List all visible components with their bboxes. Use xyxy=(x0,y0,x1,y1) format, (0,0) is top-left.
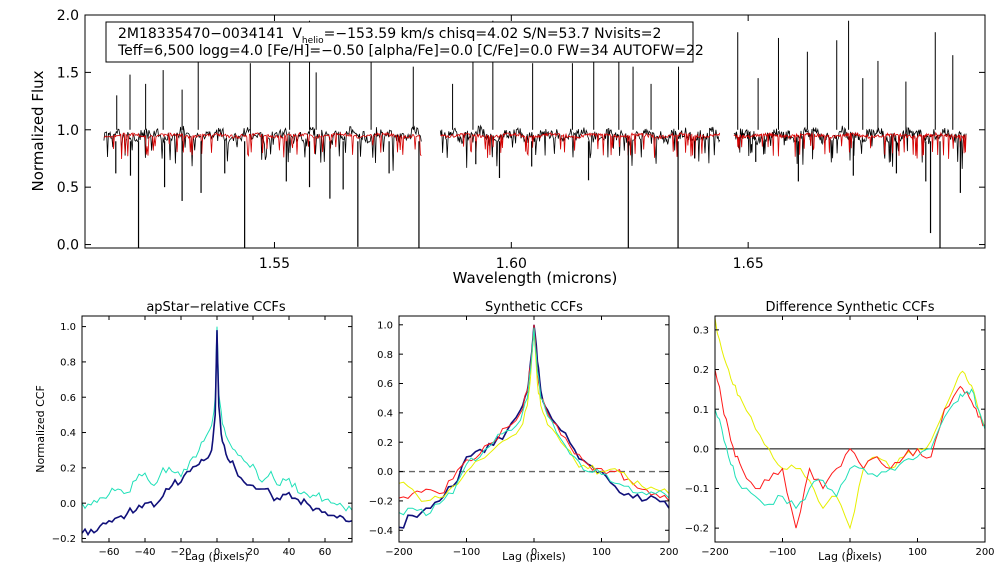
helio-subscript: helio xyxy=(302,36,324,46)
synthetic-ccf-y-tick-label: 0.0 xyxy=(377,467,393,478)
apstar-ccf-x-tick-label: −20 xyxy=(170,547,191,558)
spectrum-x-label: Wavelength (microns) xyxy=(453,269,618,287)
apstar-ccf-x-tick-label: 60 xyxy=(319,547,332,558)
difference-ccf-plot-area xyxy=(714,317,986,530)
difference-ccf-series-yellow xyxy=(714,317,986,530)
spectrum-frame xyxy=(84,14,986,249)
synthetic-ccf-panel: Synthetic CCFs −200 −100 0 100 200 −0.4 −0.2 0.… xyxy=(369,300,679,563)
model-spectrum-chip-3 xyxy=(733,131,967,159)
star-id: 2M18335470−0034141 xyxy=(118,26,284,42)
apstar-ccf-y-tick-label: 0.6 xyxy=(60,393,76,404)
difference-ccf-panel: Difference Synthetic CCFs −200 −100 0 100 20… xyxy=(685,300,995,563)
spectrum-y-label: Normalized Flux xyxy=(29,70,47,191)
apstar-ccf-y-tick-label: −0.2 xyxy=(52,534,76,545)
synthetic-ccf-y-tick-label: 0.2 xyxy=(377,438,393,449)
apstar-ccf-y-tick-label: 0.2 xyxy=(60,463,76,474)
difference-ccf-y-tick-label: 0.1 xyxy=(693,405,709,416)
difference-ccf-title: Difference Synthetic CCFs xyxy=(765,300,934,315)
spectrum-y-tick-label: 0.0 xyxy=(57,238,79,254)
apstar-ccf-y-tick-label: 1.0 xyxy=(60,322,76,333)
apstar-ccf-x-tick-label: −60 xyxy=(98,547,119,558)
info-line-2: Teff=6,500 logg=4.0 [Fe/H]=−0.50 [alpha/… xyxy=(117,43,704,59)
synthetic-ccf-axes: −200 −100 0 100 200 −0.4 −0.2 0.0 0.2 0.4 0.6 0.8 1.… xyxy=(369,316,679,558)
difference-ccf-y-tick-label: 0.2 xyxy=(693,365,709,376)
observed-spectrum-chip-3 xyxy=(733,125,967,169)
apstar-ccf-series-cyan xyxy=(81,326,353,512)
apstar-ccf-x-label: Lag (pixels) xyxy=(185,550,249,563)
apstar-ccf-x-tick-label: 0 xyxy=(214,547,220,558)
difference-ccf-x-tick-label: −100 xyxy=(769,547,796,558)
apstar-ccf-y-tick-label: 0.0 xyxy=(60,499,76,510)
synthetic-ccf-x-tick-label: −100 xyxy=(453,547,480,558)
synthetic-ccf-series-cyan xyxy=(398,327,670,517)
spectrum-y-tick-label: 2.0 xyxy=(57,8,79,24)
apstar-ccf-panel: apStar−relative CCFs −60 −40 −20 0 20 40 60 −0.… xyxy=(34,300,353,563)
spectrum-y-tick-label: 1.5 xyxy=(57,65,79,81)
velocity-and-stats: =−153.59 km/s chisq=4.02 S/N=53.7 Nvisit… xyxy=(324,26,662,42)
apstar-ccf-x-tick-label: −40 xyxy=(134,547,155,558)
difference-ccf-x-label: Lag (pixels) xyxy=(818,550,882,563)
apstar-ccf-title: apStar−relative CCFs xyxy=(146,300,286,315)
observed-spectrum-chip-2 xyxy=(439,124,721,168)
difference-ccf-axes: −200 −100 0 100 200 −0.2 −0.1 0.0 0.1 0.2 0.3 xyxy=(685,316,995,558)
difference-ccf-x-tick-label: −200 xyxy=(701,547,728,558)
synthetic-ccf-title: Synthetic CCFs xyxy=(485,300,583,315)
synthetic-ccf-y-tick-label: 0.4 xyxy=(377,408,393,419)
difference-ccf-y-tick-label: −0.2 xyxy=(685,524,709,535)
model-spectrum-chip-2 xyxy=(440,131,721,159)
synthetic-ccf-x-tick-label: −200 xyxy=(385,547,412,558)
apstar-ccf-series-navy xyxy=(81,330,353,537)
apstar-ccf-y-tick-label: 0.8 xyxy=(60,358,76,369)
info-box xyxy=(105,21,694,63)
difference-ccf-x-tick-label: 100 xyxy=(908,547,927,558)
difference-ccf-y-tick-label: 0.0 xyxy=(693,444,709,455)
apstar-ccf-y-tick-label: 0.4 xyxy=(60,428,76,439)
apstar-ccf-x-tick-label: 40 xyxy=(283,547,296,558)
model-spectrum-chip-1 xyxy=(103,131,422,160)
synthetic-ccf-y-tick-label: 0.6 xyxy=(377,379,393,390)
apstar-ccf-y-label: Normalized CCF xyxy=(34,385,47,473)
synthetic-ccf-x-tick-label: 100 xyxy=(592,547,611,558)
synthetic-ccf-series-red xyxy=(398,324,670,502)
difference-ccf-y-tick-label: −0.1 xyxy=(685,484,709,495)
info-line-1: 2M18335470−0034141 Vhelio=−153.59 km/s ch… xyxy=(118,26,661,46)
synthetic-ccf-y-tick-label: −0.2 xyxy=(369,497,393,508)
spectrum-x-tick-label: 1.60 xyxy=(496,256,527,272)
spectrum-y-tick-label: 1.0 xyxy=(57,123,79,139)
spectrum-y-tick-label: 0.5 xyxy=(57,180,79,196)
spectrum-x-tick-label: 1.65 xyxy=(733,256,764,272)
apstar-ccf-x-tick-label: 20 xyxy=(247,547,260,558)
synthetic-ccf-x-tick-label: 0 xyxy=(531,547,537,558)
difference-ccf-y-tick-label: 0.3 xyxy=(693,325,709,336)
apstar-ccf-axes: −60 −40 −20 0 20 40 60 −0.2 0.0 0.2 0.4 0.6 0.8 1.0 xyxy=(52,316,352,558)
difference-ccf-series-red xyxy=(714,369,986,529)
synthetic-ccf-y-tick-label: 0.8 xyxy=(377,350,393,361)
synthetic-ccf-y-tick-label: 1.0 xyxy=(377,320,393,331)
synthetic-ccf-plot-area xyxy=(398,324,670,529)
difference-ccf-x-tick-label: 0 xyxy=(847,547,853,558)
difference-ccf-series-cyan xyxy=(714,388,986,510)
apstar-ccf-plot-area xyxy=(81,326,353,537)
spectrum-x-tick-label: 1.55 xyxy=(259,256,290,272)
synthetic-ccf-x-label: Lag (pixels) xyxy=(502,550,566,563)
velocity-symbol: V xyxy=(292,26,302,42)
spectrum-panel: 1.55 1.60 1.65 0.0 0.5 1.0 1.5 2.0 2M18335470−0… xyxy=(29,8,986,287)
spectrum-axes: 1.55 1.60 1.65 0.0 0.5 1.0 1.5 2.0 xyxy=(57,8,985,272)
synthetic-ccf-x-tick-label: 200 xyxy=(659,547,678,558)
spectrum-plot-area xyxy=(103,20,967,248)
observed-spectrum-chip-1 xyxy=(103,125,422,171)
difference-ccf-x-tick-label: 200 xyxy=(975,547,994,558)
synthetic-ccf-y-tick-label: −0.4 xyxy=(369,526,393,537)
